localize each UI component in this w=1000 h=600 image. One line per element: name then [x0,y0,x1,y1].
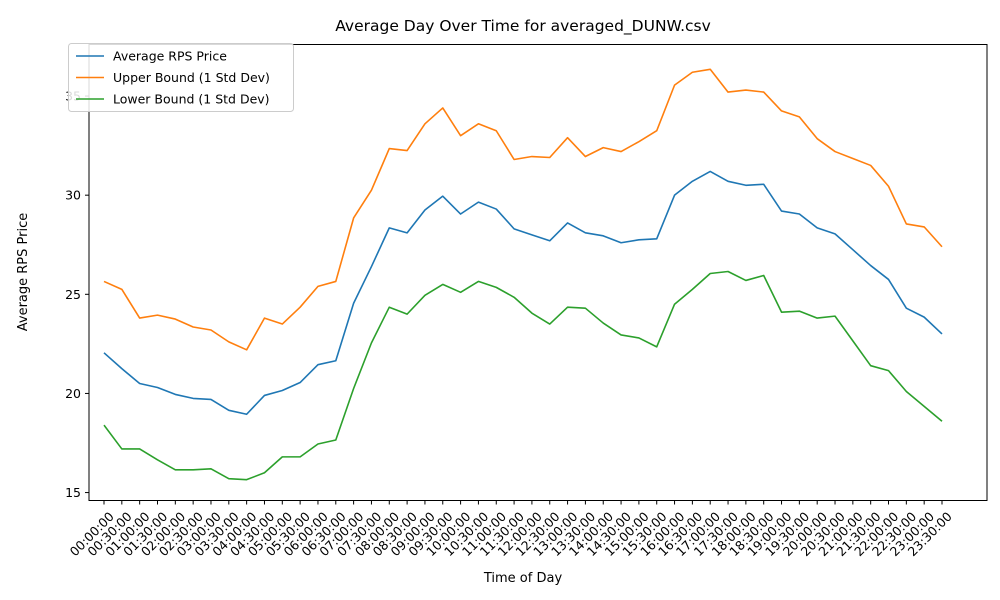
series-line-1 [103,170,943,416]
x-axis-label: Time of Day [483,571,563,586]
x-axis: 00:00:0000:30:0001:00:0001:30:0002:00:00… [67,500,955,559]
y-tick-label: 25 [65,287,81,302]
y-tick-label: 15 [65,485,81,500]
legend-label-3: Lower Bound (1 Std Dev) [113,92,270,107]
series-line-3 [103,270,943,481]
legend-box [68,43,294,112]
y-tick-label: 20 [65,386,81,401]
y-tick-label: 30 [65,188,81,203]
legend-label-1: Average RPS Price [113,49,227,64]
series-line-2 [103,68,943,351]
series-lines [103,68,943,481]
legend: Average RPS Price Upper Bound (1 Std Dev)… [68,43,294,112]
chart-title: Average Day Over Time for averaged_DUNW.… [335,17,711,36]
y-axis: 1520253035 [65,89,89,500]
plot-frame [88,44,988,501]
y-axis-label: Average RPS Price [16,213,31,332]
legend-label-2: Upper Bound (1 Std Dev) [113,70,270,85]
